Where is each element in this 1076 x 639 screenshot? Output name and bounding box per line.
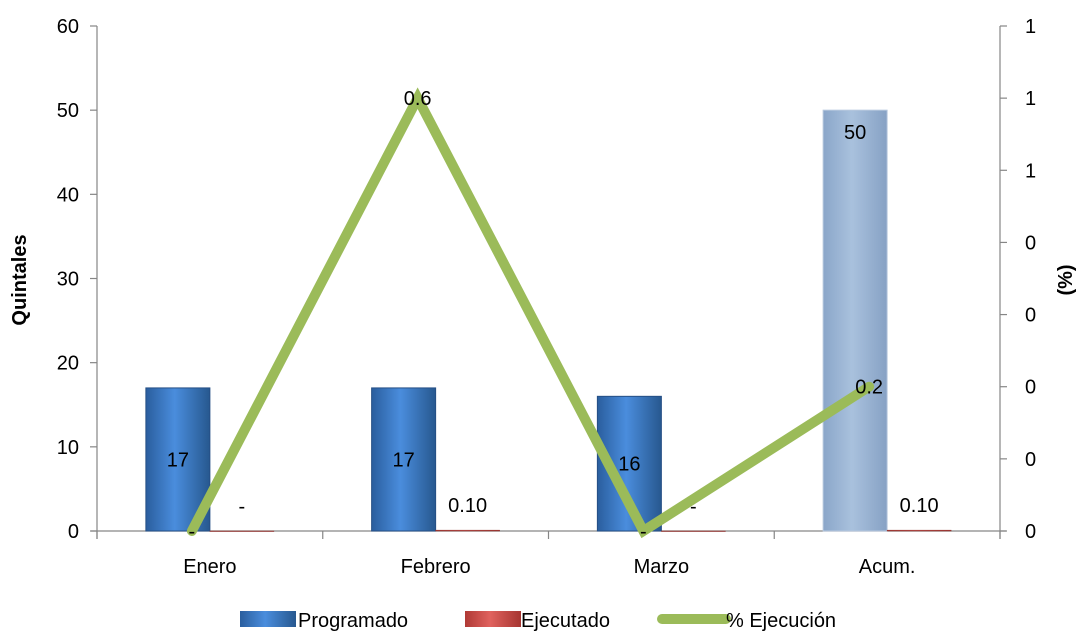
y-tick-label: 60 bbox=[57, 16, 79, 38]
y-tick-label: 0 bbox=[68, 521, 79, 543]
bar-ejecutado bbox=[661, 531, 725, 532]
legend-label-programado: Programado bbox=[298, 610, 408, 632]
legend-swatch-programado bbox=[240, 611, 296, 627]
line-ejecucion bbox=[192, 98, 869, 531]
data-label-programado: 17 bbox=[393, 449, 415, 471]
y2-tick-label: 0 bbox=[1025, 521, 1036, 543]
y2-tick-label: 1 bbox=[1025, 16, 1036, 38]
legend: Programado Ejecutado % Ejecución bbox=[240, 610, 836, 632]
legend-item-ejecutado: Ejecutado bbox=[465, 610, 610, 632]
y2-tick-label: 0 bbox=[1025, 232, 1036, 254]
y-tick-label: 10 bbox=[57, 437, 79, 459]
bar-ejecutado bbox=[887, 530, 951, 531]
legend-item-ejecucion: % Ejecución bbox=[662, 610, 836, 632]
data-label-ejecutado: 0.10 bbox=[448, 495, 487, 517]
data-label-programado: 17 bbox=[167, 449, 189, 471]
y-tick-label: 50 bbox=[57, 100, 79, 122]
data-label-ejecucion: - bbox=[640, 521, 647, 543]
y-tick-label: 30 bbox=[57, 269, 79, 291]
data-label-programado: 16 bbox=[618, 454, 640, 476]
y2-axis-title: (%) bbox=[1055, 264, 1076, 295]
legend-label-ejecutado: Ejecutado bbox=[521, 610, 610, 632]
data-label-ejecutado: 0.10 bbox=[900, 495, 939, 517]
y2-tick-label: 1 bbox=[1025, 160, 1036, 182]
data-label-ejecutado: - bbox=[239, 496, 246, 518]
data-label-ejecucion: 0.2 bbox=[855, 377, 883, 399]
legend-item-programado: Programado bbox=[240, 610, 408, 632]
legend-swatch-ejecutado bbox=[465, 611, 521, 627]
x-tick-label: Acum. bbox=[859, 556, 916, 578]
y-tick-label: 20 bbox=[57, 353, 79, 375]
y2-tick-label: 0 bbox=[1025, 449, 1036, 471]
bars bbox=[146, 110, 951, 531]
y2-tick-label: 1 bbox=[1025, 88, 1036, 110]
y2-tick-label: 0 bbox=[1025, 305, 1036, 327]
x-tick-label: Febrero bbox=[401, 556, 471, 578]
y-tick-label: 40 bbox=[57, 184, 79, 206]
bar-programado bbox=[823, 110, 887, 531]
data-label-programado: 50 bbox=[844, 122, 866, 144]
bar-ejecutado bbox=[210, 531, 274, 532]
data-label-ejecutado: - bbox=[690, 496, 697, 518]
legend-label-ejecucion: % Ejecución bbox=[726, 610, 836, 632]
y-axis-title: Quintales bbox=[9, 234, 31, 325]
data-label-ejecucion: 0.6 bbox=[404, 88, 432, 110]
x-tick-label: Marzo bbox=[634, 556, 690, 578]
y2-tick-label: 0 bbox=[1025, 377, 1036, 399]
data-label-ejecucion: - bbox=[189, 521, 196, 543]
x-tick-label: Enero bbox=[183, 556, 236, 578]
bar-ejecutado bbox=[436, 530, 500, 531]
series-line bbox=[192, 98, 869, 531]
